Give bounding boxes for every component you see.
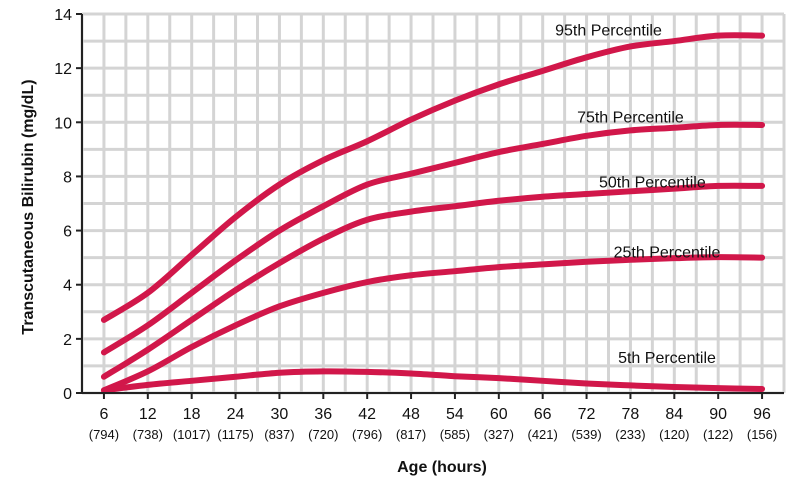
x-tick-sample-size: (837) <box>264 427 294 442</box>
y-tick-label: 2 <box>63 332 72 349</box>
x-tick-label: 66 <box>534 406 552 423</box>
x-tick-label: 60 <box>490 406 508 423</box>
y-tick-label: 12 <box>54 61 72 78</box>
x-axis-label: Age (hours) <box>397 459 487 476</box>
x-tick-sample-size: (120) <box>659 427 689 442</box>
x-tick-sample-size: (122) <box>703 427 733 442</box>
series-label-95th: 95th Percentile <box>555 23 662 40</box>
x-tick-sample-size: (720) <box>308 427 338 442</box>
y-tick-label: 10 <box>54 115 72 132</box>
y-axis-label: Transcutaneous Bilirubin (mg/dL) <box>20 79 37 334</box>
x-tick-label: 72 <box>578 406 596 423</box>
y-tick-label: 14 <box>54 7 72 24</box>
axes: 024681012146(794)12(738)18(1017)24(1175)… <box>54 7 784 442</box>
x-tick-label: 30 <box>271 406 289 423</box>
series-label-75th: 75th Percentile <box>577 109 684 126</box>
x-tick-sample-size: (796) <box>352 427 382 442</box>
x-tick-label: 12 <box>139 406 157 423</box>
y-tick-label: 6 <box>63 224 72 241</box>
grid <box>80 12 786 395</box>
x-tick-sample-size: (327) <box>484 427 514 442</box>
series-label-50th: 50th Percentile <box>599 174 706 191</box>
x-tick-label: 48 <box>402 406 420 423</box>
x-tick-label: 78 <box>622 406 640 423</box>
x-tick-sample-size: (1175) <box>217 427 254 442</box>
x-tick-sample-size: (156) <box>747 427 777 442</box>
x-tick-label: 18 <box>183 406 201 423</box>
series-label-25th: 25th Percentile <box>614 245 721 262</box>
series-labels: 95th Percentile 75th Percentile 50th Perce… <box>555 23 720 368</box>
x-tick-label: 96 <box>753 406 771 423</box>
y-tick-label: 8 <box>63 169 72 186</box>
series-line-75th <box>100 121 766 356</box>
series-label-5th: 5th Percentile <box>618 350 716 367</box>
x-tick-label: 24 <box>227 406 245 423</box>
series-line-50th <box>100 182 766 380</box>
x-tick-sample-size: (738) <box>133 427 163 442</box>
y-tick-label: 0 <box>63 386 72 403</box>
x-tick-label: 36 <box>314 406 332 423</box>
x-tick-sample-size: (1017) <box>173 427 211 442</box>
series-line-25th <box>100 254 766 394</box>
x-tick-sample-size: (585) <box>440 427 470 442</box>
x-tick-sample-size: (817) <box>396 427 426 442</box>
x-tick-sample-size: (539) <box>571 427 601 442</box>
series-line-95th <box>100 32 766 323</box>
x-tick-sample-size: (233) <box>615 427 645 442</box>
series-lines <box>100 32 766 394</box>
x-tick-label: 6 <box>99 406 108 423</box>
x-tick-label: 84 <box>665 406 683 423</box>
x-tick-label: 90 <box>709 406 727 423</box>
series-line-5th <box>100 368 766 394</box>
y-tick-label: 4 <box>63 278 72 295</box>
x-tick-label: 42 <box>358 406 376 423</box>
x-tick-label: 54 <box>446 406 464 423</box>
x-tick-sample-size: (794) <box>89 427 119 442</box>
x-tick-sample-size: (421) <box>528 427 558 442</box>
